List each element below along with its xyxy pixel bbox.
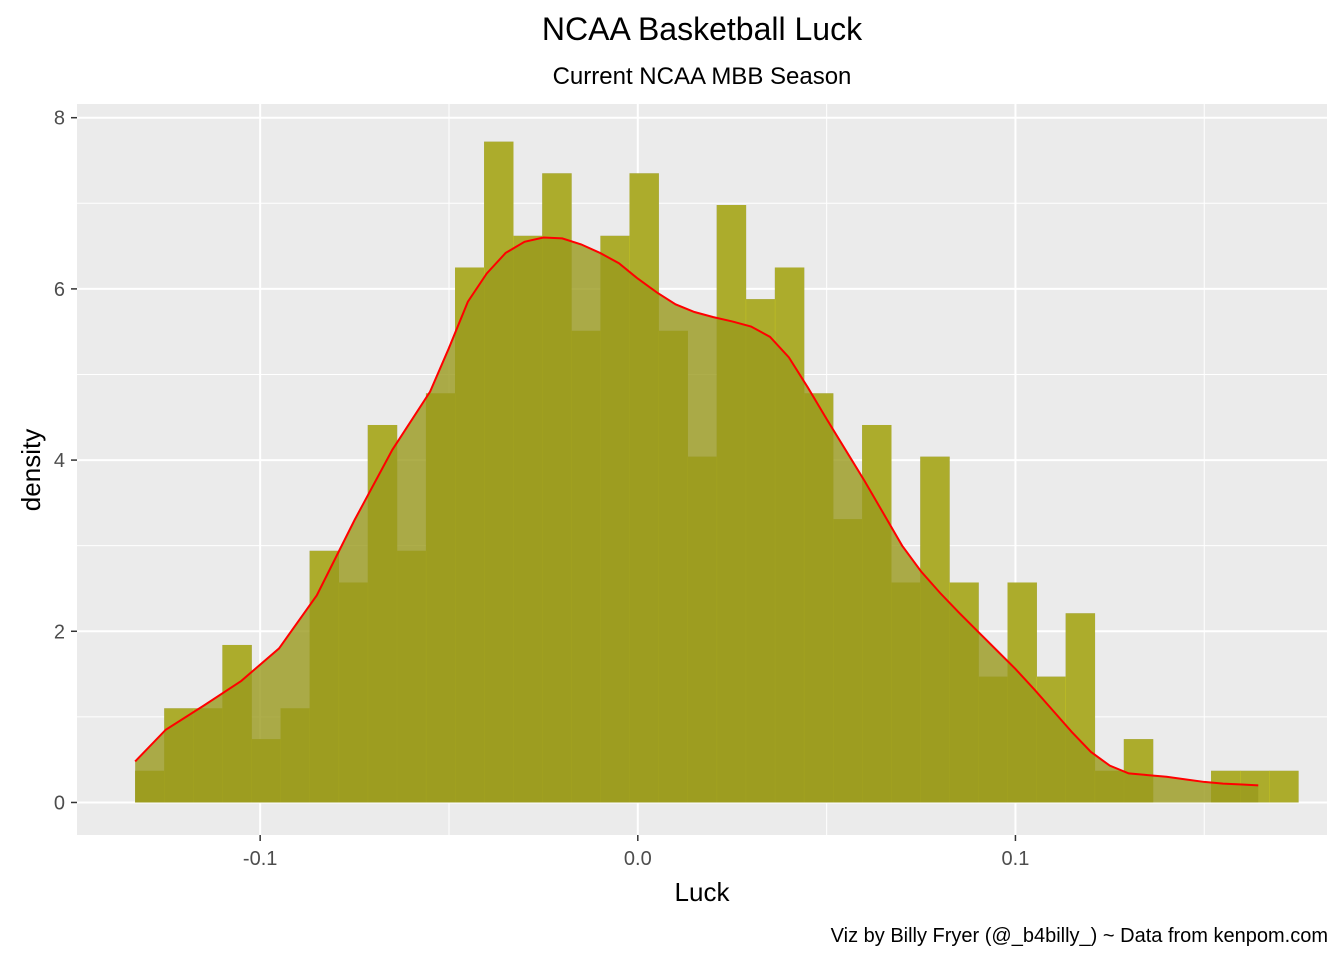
chart-subtitle: Current NCAA MBB Season	[553, 63, 852, 90]
density-curve	[134, 236, 1259, 787]
x-axis-ticks: -0.1 0.0 0.1	[243, 835, 1029, 870]
chart-title: NCAA Basketball Luck	[542, 11, 863, 47]
x-tick-label: 0.1	[1002, 848, 1030, 870]
histogram-bar-highlight	[1269, 770, 1299, 803]
y-tick-label: 8	[54, 108, 65, 130]
chart-caption: Viz by Billy Fryer (@_b4billy_) ~ Data f…	[831, 925, 1328, 947]
y-axis-title: density	[16, 429, 46, 511]
x-axis-title: Luck	[675, 877, 731, 907]
x-tick-label: 0.0	[624, 848, 652, 870]
y-tick-label: 0	[54, 792, 65, 814]
y-tick-label: 6	[54, 279, 65, 301]
x-tick-label: -0.1	[243, 848, 277, 870]
y-axis-ticks: 0 2 4 6 8	[54, 108, 77, 814]
y-tick-label: 4	[54, 450, 65, 472]
density-area	[135, 237, 1259, 803]
y-tick-label: 2	[54, 621, 65, 643]
